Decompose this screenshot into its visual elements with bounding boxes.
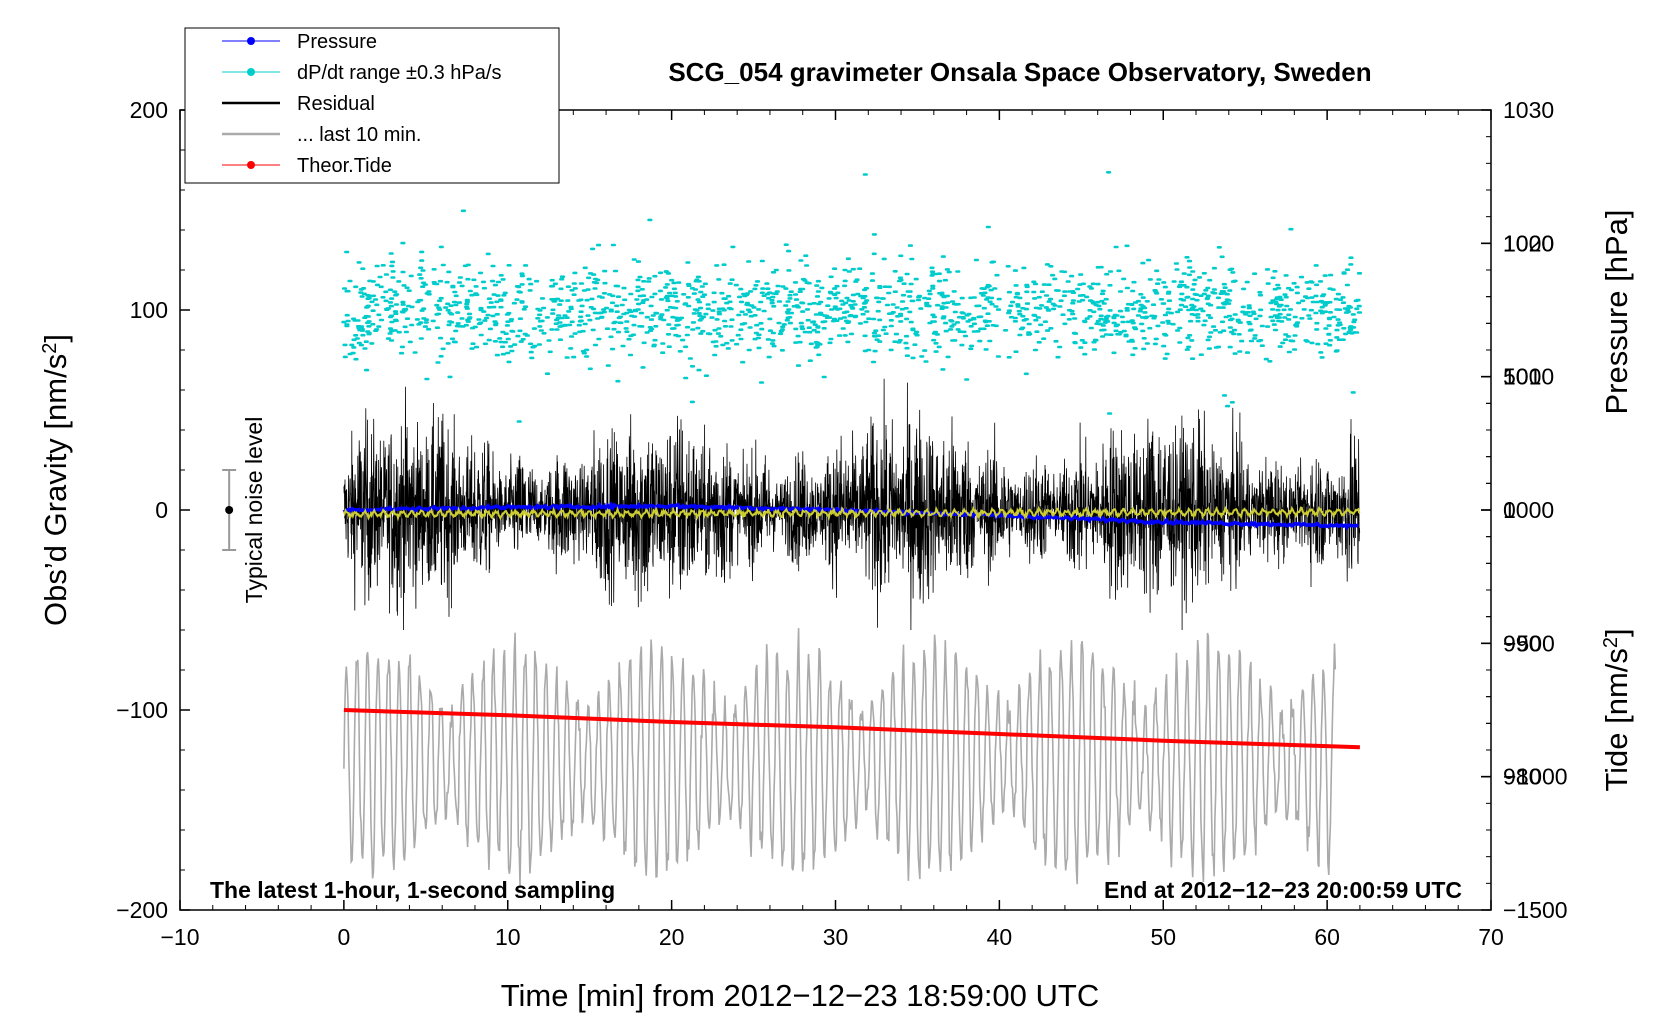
legend-marker-1 [247, 68, 255, 76]
residual-series [343, 378, 1361, 631]
pressure-tick-label-1: 1020 [1503, 230, 1554, 256]
tide-series [343, 708, 1360, 750]
y-axis-label-tide-sup: 2 [1600, 637, 1622, 648]
y-axis-label-tide-end: ] [1599, 628, 1634, 637]
x-tick-label-6: 50 [1150, 924, 1176, 950]
x-tick-label-2: 10 [495, 924, 521, 950]
y-axis-label-left: Obs’d Gravity [nm/s2] [38, 334, 73, 626]
data-layer [341, 171, 1363, 887]
dpdt-scatter-series [341, 171, 1363, 423]
legend-label-4: Theor.Tide [297, 155, 392, 177]
legend-label-1: dP/dt range ±0.3 hPa/s [297, 62, 501, 84]
legend-label-3: ... last 10 min. [297, 124, 422, 146]
pressure-tick-label-2: 1010 [1503, 364, 1554, 390]
y-axis-label-left-end: ] [38, 334, 73, 343]
x-tick-label-0: −10 [160, 924, 199, 950]
tide-tick-label-1: 500 [1503, 364, 1541, 390]
noise-label: Typical noise level [241, 417, 267, 604]
y-axis-label-pressure: Pressure [hPa] [1599, 209, 1634, 414]
x-tick-label-4: 30 [823, 924, 849, 950]
y-left-tick-label-2: 0 [155, 497, 168, 523]
noise-center-dot [225, 506, 234, 514]
annotation-sampling: The latest 1-hour, 1-second sampling [210, 877, 615, 903]
chart-title: SCG_054 gravimeter Onsala Space Observat… [668, 57, 1371, 87]
y-left-tick-label-4: −200 [116, 897, 168, 923]
x-tick-label-7: 60 [1314, 924, 1340, 950]
last-10-min-series [343, 628, 1337, 887]
x-tick-label-8: 70 [1478, 924, 1504, 950]
y-axis-label-tide-main: Tide [nm/s [1599, 648, 1634, 792]
annotation-end-time: End at 2012−12−23 20:00:59 UTC [1104, 877, 1462, 903]
tide-tick-label-2: 0 [1503, 497, 1516, 523]
y-axis-label-left-main: Obs’d Gravity [nm/s [38, 354, 73, 626]
residual-smoothed-series [342, 505, 1361, 522]
legend-label-0: Pressure [297, 31, 377, 53]
legend-marker-0 [247, 37, 255, 45]
tide-tick-label-3: −500 [1503, 630, 1555, 656]
y-left-tick-label-3: −100 [116, 697, 168, 723]
legend-label-2: Residual [297, 93, 375, 115]
noise-indicator: Typical noise level [222, 417, 267, 604]
y-axis-label-left-sup: 2 [39, 343, 61, 354]
legend-items: Pressure dP/dt range ±0.3 hPa/s Residual..… [222, 31, 501, 177]
x-tick-label-1: 0 [337, 924, 350, 950]
pressure-tick-label-5: 980 [1503, 764, 1541, 790]
tide-tick-label-5: −1500 [1503, 897, 1568, 923]
y-left-tick-label-1: 100 [130, 297, 168, 323]
axis-ticks: −10 0 10 20 30 40 50 60 702001000−100−2001030102… [116, 97, 1567, 950]
y-axis-label-tide: Tide [nm/s2] [1599, 628, 1634, 791]
legend-box [184, 27, 560, 184]
x-tick-label-3: 20 [659, 924, 685, 950]
pressure-tick-label-3: 1000 [1503, 497, 1554, 523]
pressure-tick-label-0: 1030 [1503, 97, 1554, 123]
tide-tick-label-0: 1000 [1503, 230, 1554, 256]
legend: Pressure dP/dt range ±0.3 hPa/s Residual..… [184, 27, 560, 184]
tide-tick-label-4: −1000 [1503, 764, 1568, 790]
y-left-tick-label-0: 200 [130, 97, 168, 123]
x-tick-label-5: 40 [987, 924, 1013, 950]
x-axis-label: Time [min] from 2012−12−23 18:59:00 UTC [501, 978, 1100, 1013]
pressure-tick-label-4: 990 [1503, 630, 1541, 656]
legend-marker-4 [247, 161, 255, 169]
